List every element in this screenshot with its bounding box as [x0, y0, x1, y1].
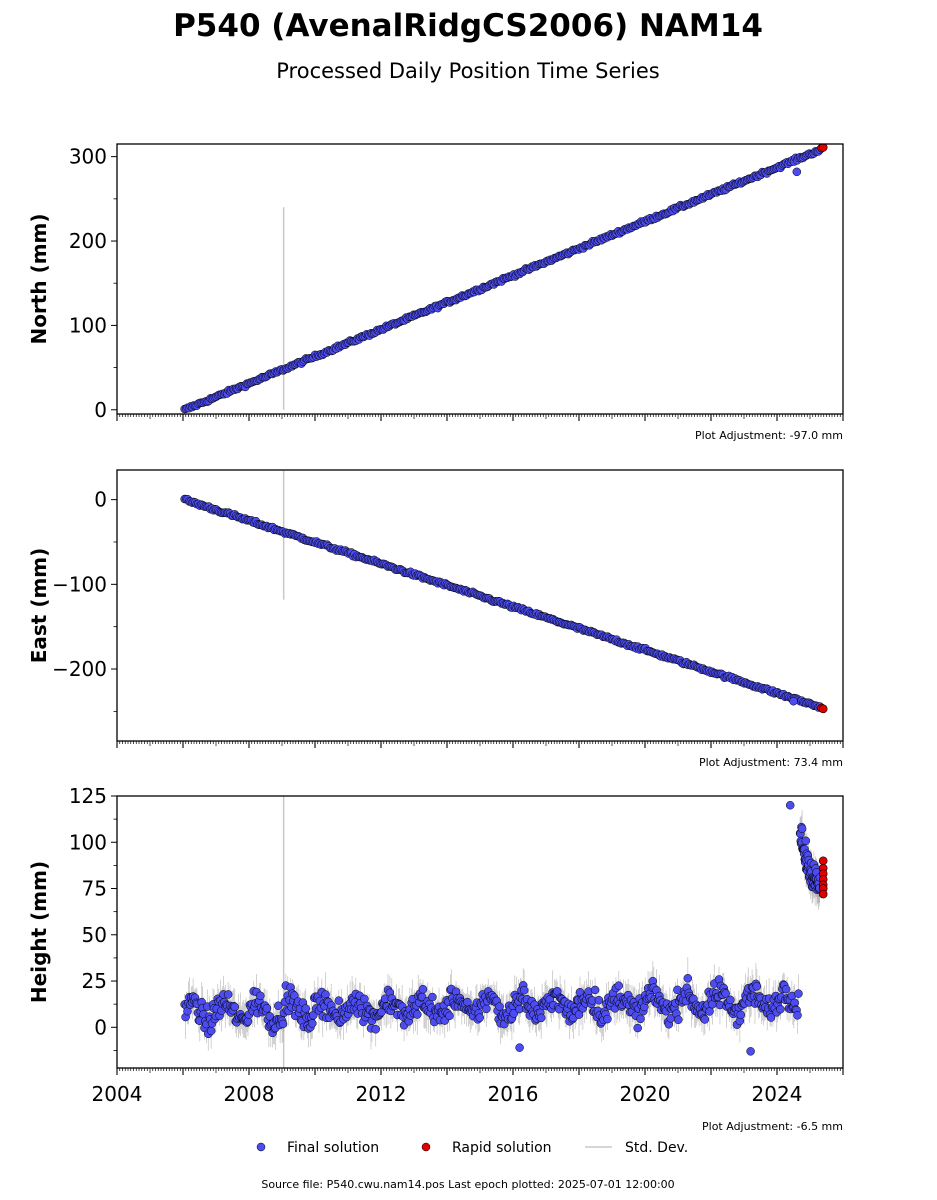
- legend-std-label: Std. Dev.: [625, 1140, 688, 1156]
- final-solution-point: [603, 1014, 612, 1024]
- final-solution-point: [428, 992, 437, 1002]
- final-solution-point: [683, 974, 693, 983]
- y-tick-label: 200: [69, 229, 107, 253]
- y-tick-label: 0: [94, 1015, 107, 1039]
- final-solution-point: [495, 1002, 504, 1011]
- final-solution-point: [797, 824, 807, 833]
- final-solution-point: [515, 1043, 524, 1052]
- y-tick-label: 125: [69, 784, 107, 808]
- y-tick-label: 0: [94, 398, 107, 422]
- legend-rapid-label: Rapid solution: [452, 1140, 552, 1156]
- x-tick-label: 2024: [752, 1082, 803, 1106]
- x-tick-label: 2008: [224, 1082, 275, 1106]
- final-solution-point: [674, 1015, 683, 1024]
- final-solution-point: [463, 997, 472, 1007]
- final-solution-point: [746, 1047, 755, 1056]
- final-solution-point: [736, 1010, 746, 1020]
- legend-rapid-marker: [421, 1142, 431, 1152]
- y-tick-label: −100: [52, 572, 107, 596]
- final-solution-point: [766, 1013, 776, 1022]
- x-tick-label: 2004: [92, 1082, 143, 1106]
- rapid-solution-point: [818, 704, 828, 714]
- rapid-solution-point: [818, 856, 828, 866]
- final-solution-point: [536, 1013, 546, 1023]
- x-tick-label: 2012: [356, 1082, 407, 1106]
- plot-adjustment-note: Plot Adjustment: -97.0 mm: [695, 429, 843, 442]
- rapid-solution-point: [818, 144, 828, 152]
- final-solution-point: [752, 982, 762, 991]
- y-tick-label: 0: [94, 488, 107, 512]
- figure-title: P540 (AvenalRidgCS2006) NAM14: [173, 8, 763, 44]
- final-solution-point: [206, 1026, 216, 1036]
- final-solution-point: [726, 995, 735, 1005]
- final-solution-point: [445, 1011, 454, 1021]
- final-solution-point: [636, 1014, 645, 1024]
- panel-marks: [180, 144, 828, 414]
- y-tick-label: 25: [82, 969, 107, 993]
- final-solution-point: [793, 1011, 802, 1020]
- y-axis-label: East (mm): [27, 548, 51, 664]
- final-solution-point: [278, 1019, 288, 1029]
- final-solution-point: [308, 1019, 317, 1028]
- panel-marks: [180, 796, 828, 1068]
- panel-east: −200 −100 0 East (mm) Plot Adjustment: 73.4 …: [27, 469, 844, 769]
- final-solution-point: [792, 167, 802, 177]
- plot-adjustment-note: Plot Adjustment: 73.4 mm: [699, 756, 843, 769]
- final-solution-point: [413, 1010, 422, 1019]
- final-solution-point: [721, 989, 730, 998]
- final-solution-point: [475, 1013, 484, 1022]
- y-tick-label: −200: [52, 657, 107, 681]
- final-solution-point: [705, 1007, 714, 1016]
- plot-adjustment-note: Plot Adjustment: -6.5 mm: [702, 1120, 843, 1133]
- final-solution-point: [509, 1009, 519, 1018]
- y-tick-label: 50: [82, 923, 107, 947]
- final-solution-point: [776, 1004, 785, 1014]
- y-tick-label: 100: [69, 830, 107, 854]
- rapid-solution-point: [818, 889, 828, 899]
- final-solution-point: [360, 994, 369, 1004]
- final-solution-point: [223, 990, 233, 999]
- final-solution-point: [230, 1002, 240, 1012]
- final-solution-point: [781, 984, 791, 994]
- final-solution-point: [594, 995, 604, 1005]
- final-solution-point: [301, 1004, 310, 1013]
- final-solution-point: [290, 991, 299, 1000]
- final-solution-point: [519, 985, 529, 995]
- final-solution-point: [590, 985, 600, 995]
- final-solution-point: [482, 1004, 491, 1014]
- final-solution-point: [371, 1025, 380, 1034]
- legend-final-marker: [256, 1142, 266, 1152]
- legend: Final solution Rapid solution Std. Dev.: [256, 1140, 688, 1156]
- final-solution-point: [274, 1001, 283, 1011]
- footer-source: Source file: P540.cwu.nam14.pos Last epo…: [261, 1178, 674, 1191]
- panel-height: 0 25 50 75 100 125 2004 2008 2012 2016 2020 2024 Hei…: [27, 784, 844, 1133]
- panels: 0 100 200 300 North (mm) Plot Adjustment: -97…: [27, 143, 844, 1133]
- figure-subtitle: Processed Daily Position Time Series: [276, 59, 660, 83]
- x-tick-label: 2016: [488, 1082, 539, 1106]
- legend-final-label: Final solution: [287, 1140, 379, 1156]
- final-solution-point: [785, 801, 795, 810]
- y-tick-label: 75: [82, 877, 107, 901]
- final-solution-point: [801, 836, 811, 846]
- final-solution-point: [256, 991, 265, 1001]
- y-tick-label: 100: [69, 313, 107, 337]
- final-solution-point: [794, 989, 803, 998]
- final-solution-point: [418, 984, 428, 994]
- final-solution-point: [614, 981, 624, 990]
- final-solution-point: [262, 1004, 272, 1013]
- final-solution-point: [633, 1023, 642, 1033]
- final-solution-point: [789, 696, 798, 706]
- final-solution-point: [334, 996, 344, 1005]
- final-solution-point: [700, 1015, 710, 1024]
- panel-north: 0 100 200 300 North (mm) Plot Adjustment: -97…: [27, 143, 844, 442]
- y-tick-label: 300: [69, 145, 107, 169]
- panel-marks: [180, 470, 828, 714]
- y-axis-label: Height (mm): [27, 861, 51, 1003]
- x-tick-label: 2020: [620, 1082, 671, 1106]
- y-axis-label: North (mm): [27, 213, 51, 344]
